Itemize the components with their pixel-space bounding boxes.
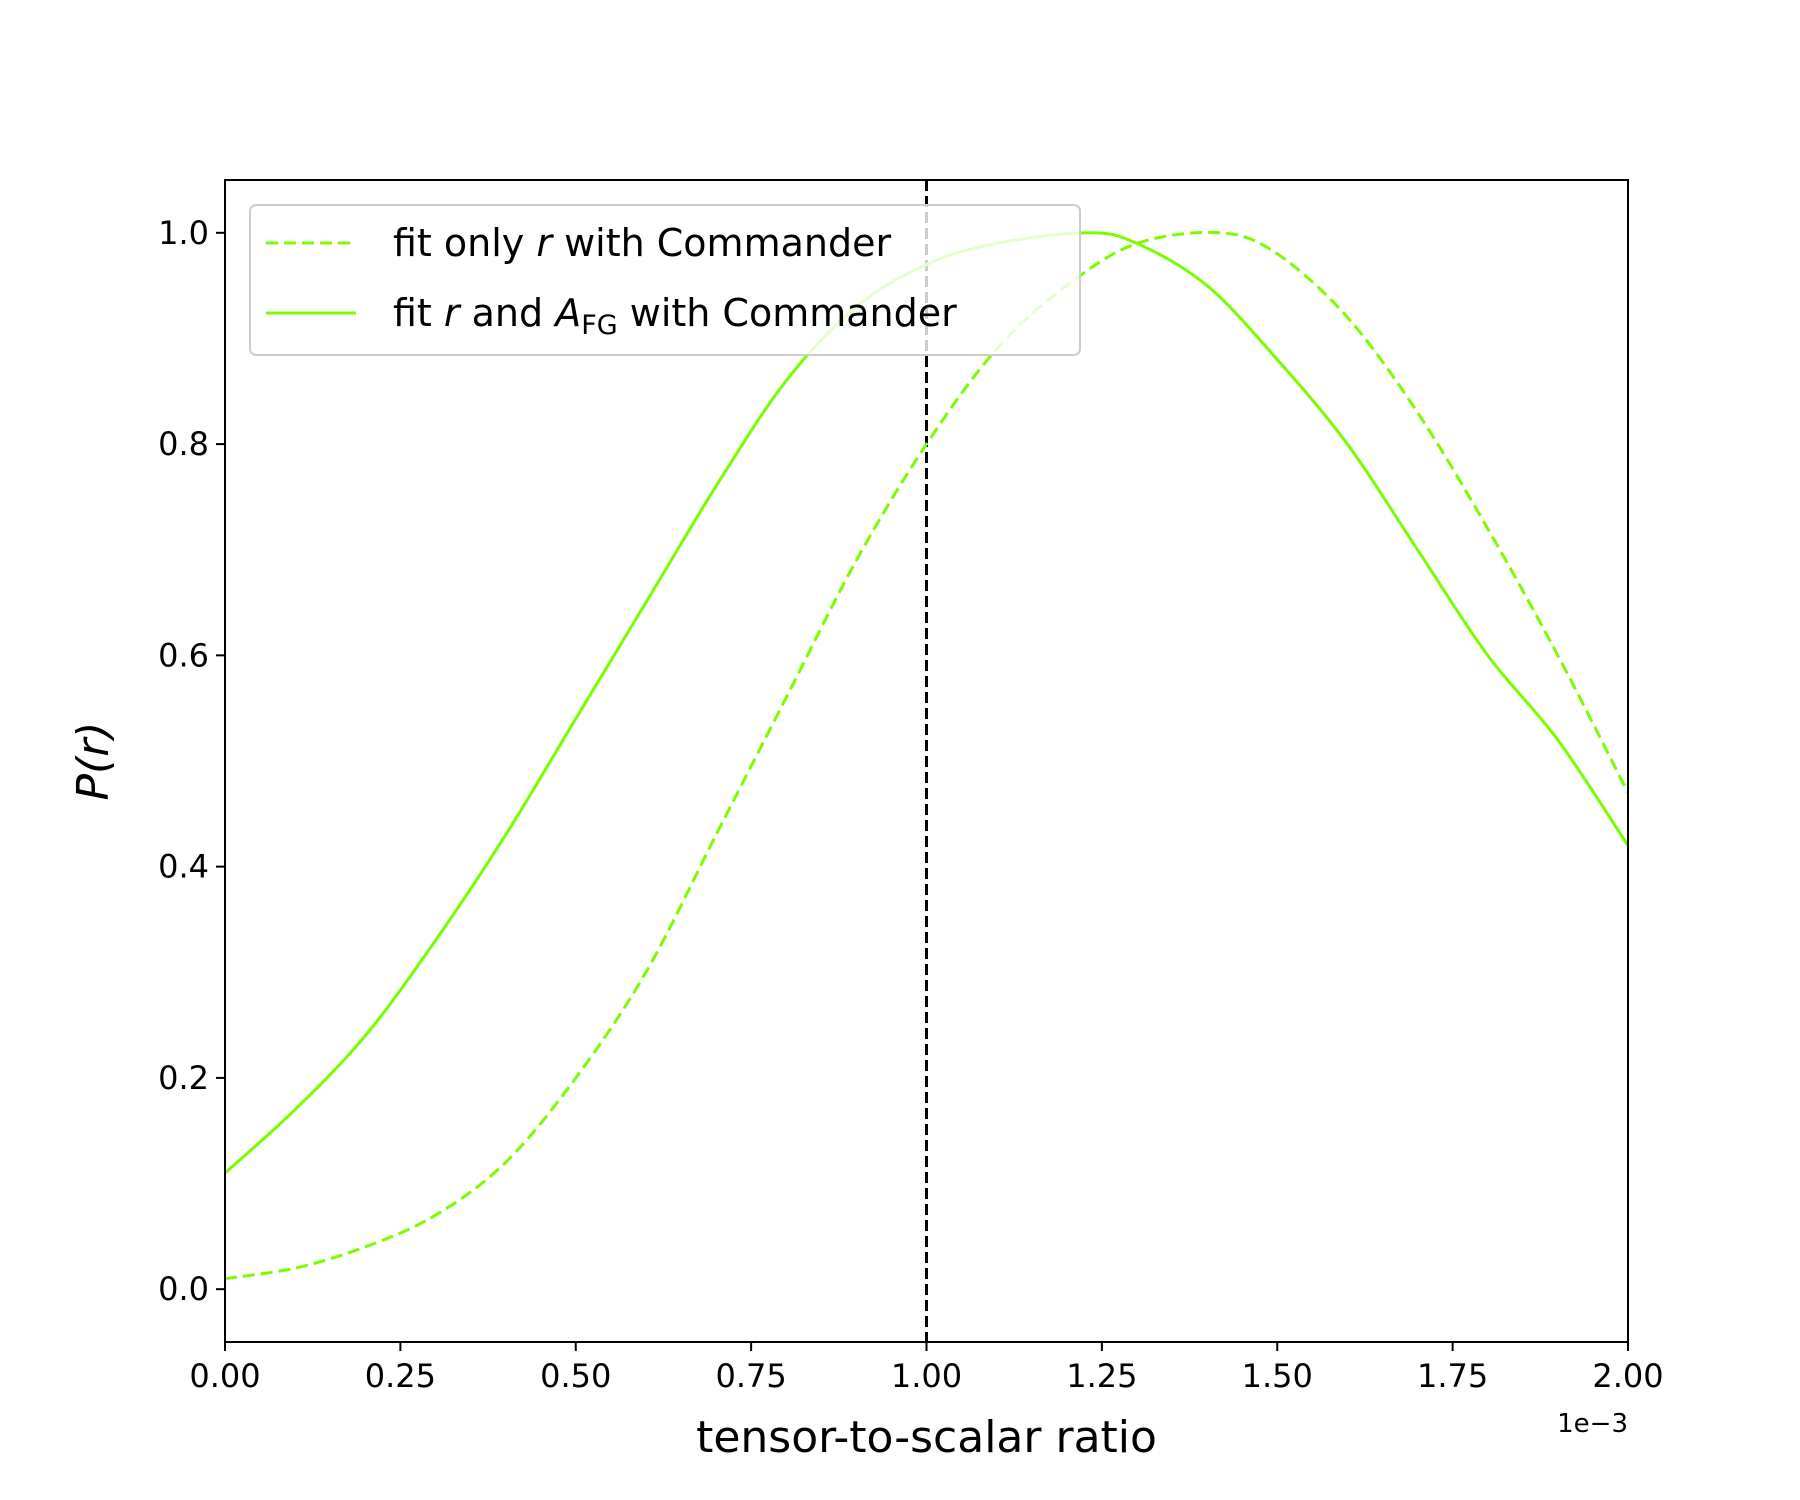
x-axis-label: tensor-to-scalar ratio [696,1412,1157,1463]
legend: fit only r with Commander fit r and AFG w… [249,204,1081,356]
legend-entry-label: fit only r with Commander [393,221,891,265]
legend-entry-label: fit r and AFG with Commander [393,291,957,341]
y-tick-label: 0.6 [158,636,209,674]
legend-box [249,204,1081,356]
x-tick-label: 0.50 [540,1357,611,1395]
y-tick-label: 0.8 [158,425,209,463]
x-tick-label: 1.00 [891,1357,962,1395]
y-axis-label: P(r) [68,722,119,801]
x-tick-label: 1.50 [1242,1357,1313,1395]
x-axis-offset-label: 1e−3 [1557,1409,1628,1439]
x-axis-ticks: 0.00 0.25 0.50 0.75 1.00 1.25 1.50 1.75 2.00 [189,1342,1664,1395]
y-tick-label: 1.0 [158,214,209,252]
x-tick-label: 1.75 [1417,1357,1488,1395]
y-tick-label: 0.2 [158,1059,209,1097]
y-tick-label: 0.4 [158,848,209,886]
x-tick-label: 0.25 [365,1357,436,1395]
x-tick-label: 0.00 [189,1357,260,1395]
x-tick-label: 2.00 [1592,1357,1663,1395]
y-axis-ticks: 0.0 0.2 0.4 0.6 0.8 1.0 [158,214,225,1308]
x-tick-label: 0.75 [716,1357,787,1395]
x-tick-label: 1.25 [1066,1357,1137,1395]
series-line-fit-only-r [224,230,1630,1281]
y-tick-label: 0.0 [158,1270,209,1308]
